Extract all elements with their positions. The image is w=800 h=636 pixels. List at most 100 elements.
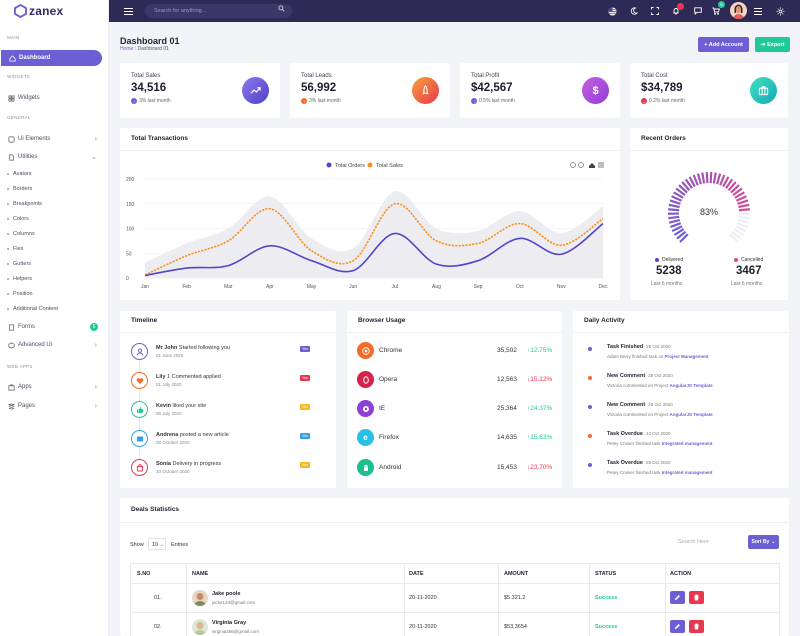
gauge-tick [701,172,706,184]
add-account-button[interactable]: + Add Account [698,37,749,52]
timeline-name[interactable]: Andrena [156,432,179,438]
edit-button[interactable] [670,591,685,604]
menu-toggle-icon[interactable] [122,5,134,17]
sidebar-subitem-flex[interactable]: Flex [7,246,23,252]
zoom-in-icon[interactable] [570,162,576,168]
reset-home-icon[interactable] [589,163,595,168]
gear-icon[interactable] [774,5,786,17]
zoom-out-icon[interactable] [578,162,584,168]
timeline-name[interactable]: Kevin [156,403,171,409]
sidebar-subitem-breakpoints[interactable]: Breakpoints [7,201,42,207]
brand-logo[interactable]: zanex [0,0,109,22]
gauge-tick [671,195,683,202]
briefcase-icon [750,77,777,104]
gauge-tick [678,184,688,194]
table-border [665,563,666,636]
browser-change: ↑24.37% [527,405,552,412]
fullscreen-icon[interactable] [649,5,661,17]
search-icon[interactable] [278,4,285,18]
activity-link[interactable]: Integrated management [661,441,713,446]
table-search-input[interactable]: Search Here [678,539,709,545]
sidebar-subitem-position[interactable]: Position [7,291,33,297]
gauge-tick [725,178,734,189]
sort-by-button[interactable]: Sort By ⌄ [748,535,779,549]
stat-change-text: 0.2% last month [649,98,685,104]
timeline-name[interactable]: Sonia [156,461,171,467]
sidebar-subitem-colors[interactable]: Colors [7,216,29,222]
x-tick-label: Jul [392,284,398,290]
activity-link[interactable]: AngularJS Template [669,412,713,417]
sidebar-item-label: Dashboard [19,55,51,61]
series-line-total-sales [144,202,604,276]
gauge-tick [734,191,745,199]
chevron-right-icon: › [94,402,97,410]
activity-link[interactable]: Integrated management [661,470,713,475]
column-header-name[interactable]: NAME [192,571,209,577]
y-tick-label: 100 [126,227,135,233]
delete-button[interactable] [689,591,704,604]
gauge-tick [736,222,748,228]
sidebar-item-pages[interactable]: Pages › [0,399,109,413]
activity-link[interactable]: Project Management [664,354,709,359]
column-header-status[interactable]: STATUS [595,571,617,577]
activity-link[interactable]: AngularJS Template [669,383,713,388]
sidebar-subitem-columns[interactable]: Columns [7,231,35,237]
edit-button[interactable] [670,620,685,633]
sidebar-subitem-additional-content[interactable]: Additional Content [7,306,58,312]
sidebar-item-apps[interactable]: Apps › [0,380,109,394]
chart-menu-icon[interactable] [598,162,604,168]
brand-name: zanex [29,4,64,18]
sidebar-subitem-borders[interactable]: Borders [7,186,32,192]
timeline-date: 09 October 2020 [156,440,190,445]
cart-badge: 5 [718,1,725,8]
column-header-sno[interactable]: S.NO [137,571,151,577]
timeline-name[interactable]: Lily [156,374,166,380]
moon-icon[interactable] [628,5,640,17]
browser-change-value: 15.63% [530,434,553,441]
bell-icon[interactable] [670,5,682,17]
chat-icon[interactable] [692,5,704,17]
row-status: Success [595,595,618,601]
menu-lines-icon[interactable] [752,5,764,17]
gauge-tick [729,233,739,243]
entries-select[interactable]: 10 ⌄ [148,538,166,550]
ie-icon [357,400,374,417]
column-header-amount[interactable]: AMOUNT [504,571,529,577]
sidebar-item-dashboard[interactable]: Dashboard [1,50,102,66]
sidebar-item-widgets[interactable]: Widgets [0,91,109,105]
export-button[interactable]: ⇥ Export [755,37,790,52]
user-avatar[interactable] [730,2,747,19]
shopping-bag-icon [131,459,148,476]
timeline-name[interactable]: Mr John [156,345,178,351]
layers-icon [8,136,15,143]
timeline-date: 01 June 2020 [156,353,184,358]
search-placeholder: Search for anything... [154,8,207,14]
sidebar-item-label: Widgets [18,95,40,101]
x-tick-label: May [307,284,317,290]
table-border [130,563,131,636]
stat-value: 56,992 [301,82,337,94]
stat-value: 34,516 [131,82,167,94]
browser-name: Android [379,464,402,471]
sidebar-item-ui-elements[interactable]: Ui Elements › [0,132,109,146]
opera-icon [357,371,374,388]
sidebar-item-forms[interactable]: Forms 6 [0,320,109,334]
cart-icon[interactable] [710,5,722,17]
sidebar-item-advanced-ui[interactable]: Advanced Ui › [0,338,109,352]
us-flag-icon[interactable] [606,5,618,17]
sidebar-subitem-helpers[interactable]: Helpers [7,276,32,282]
sidebar-subitem-gutters[interactable]: Gutters [7,261,31,267]
search-input[interactable]: Search for anything... [145,4,292,18]
series-line-total-orders [144,222,604,277]
gauge-tick [684,178,693,189]
y-tick-label: 0 [126,276,129,282]
column-header-action[interactable]: ACTION [670,571,692,577]
cancelled-legend: Cancelled [734,257,763,263]
column-header-date[interactable]: DATE [409,571,424,577]
sidebar-item-utilities[interactable]: Utilities ⌄ [0,150,109,164]
breadcrumb-home[interactable]: Home [120,46,134,52]
delete-button[interactable] [689,620,704,633]
gauge-tick [730,184,740,194]
thumbs-up-icon [131,401,148,418]
sidebar-subitem-avatars[interactable]: Avatars [7,171,32,177]
